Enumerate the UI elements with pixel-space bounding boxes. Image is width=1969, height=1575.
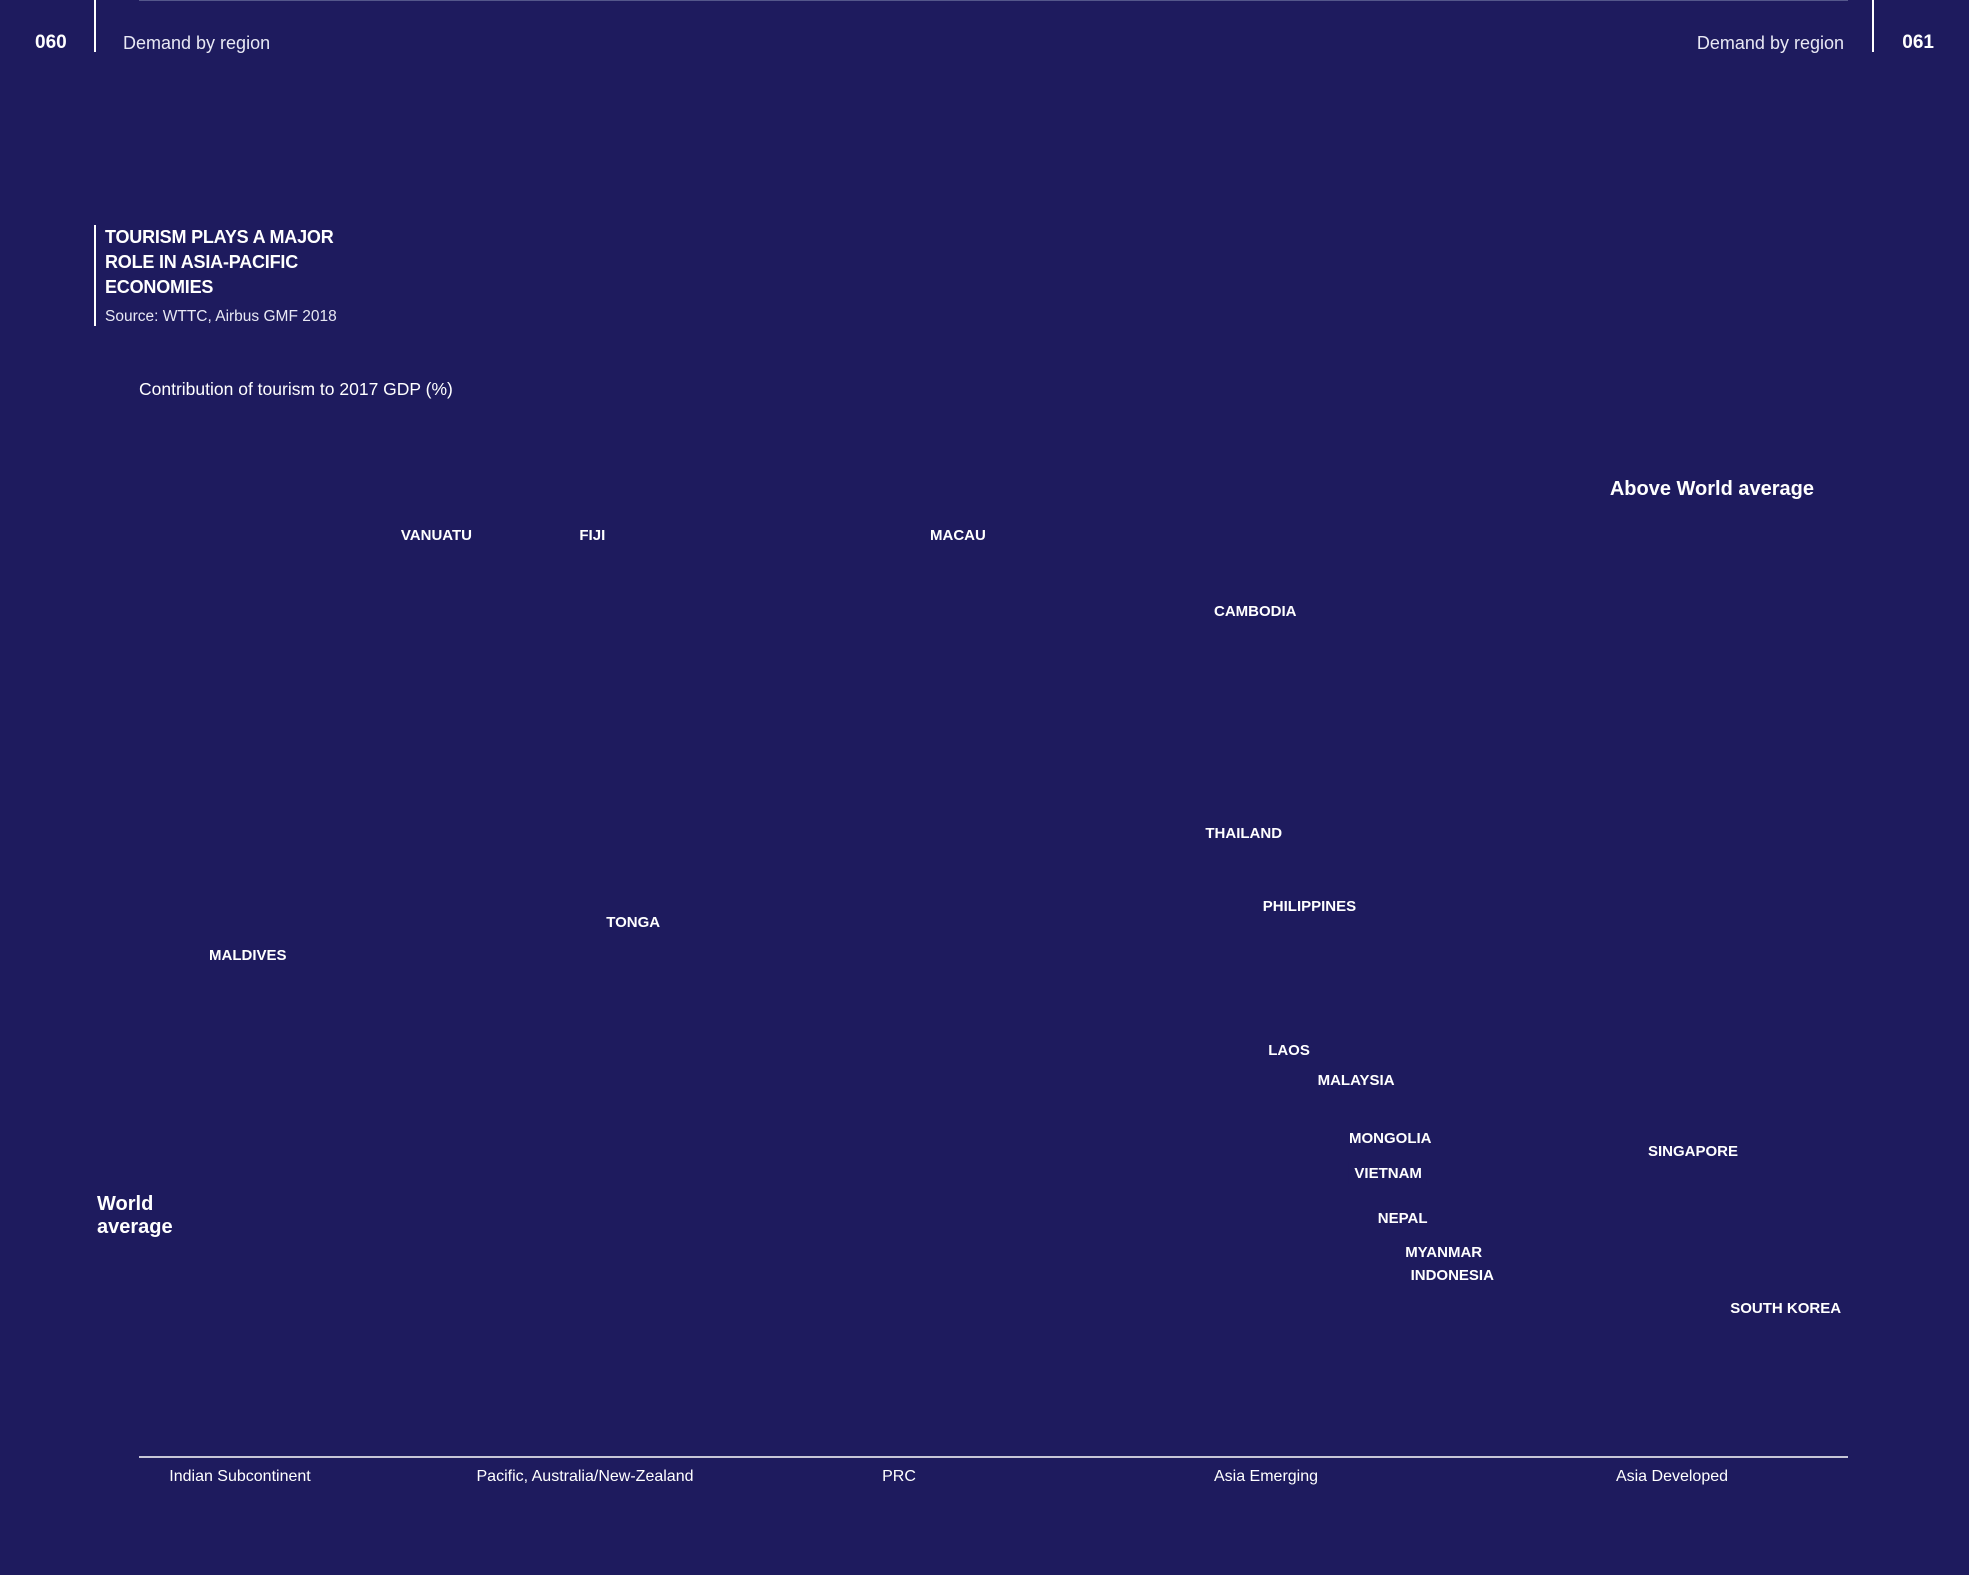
label-south-korea: SOUTH KOREA xyxy=(1730,1300,1841,1317)
label-fiji: FIJI xyxy=(579,527,605,544)
label-mongolia: MONGOLIA xyxy=(1349,1130,1432,1147)
left-page-divider xyxy=(94,0,96,52)
callout-vanuatu: 46% xyxy=(428,0,472,5)
chart-source: Source: WTTC, Airbus GMF 2018 xyxy=(105,308,337,325)
right-page-divider xyxy=(1872,0,1874,52)
label-solomon-islands: SOLOMON ISLANDS xyxy=(680,0,828,4)
label-papua-new-guinea: PAPUA NEW GUINEA xyxy=(708,0,861,4)
label-maldives: MALDIVES xyxy=(209,947,287,964)
label-indonesia: INDONESIA xyxy=(1411,1267,1495,1284)
x-category-label: Asia Developed xyxy=(1616,1468,1728,1485)
right-page-number: 061 xyxy=(1902,32,1934,53)
label-backdrop xyxy=(1348,1162,1427,1184)
label-india: INDIA xyxy=(264,0,305,4)
callout-fiji: 40% xyxy=(537,0,581,5)
callout-maldives: 77% xyxy=(173,0,217,5)
chart-title-line-2: ROLE IN ASIA-PACIFIC xyxy=(105,252,298,272)
y-tick-label: 5 xyxy=(119,0,128,4)
label-cambodia: CAMBODIA xyxy=(1214,603,1297,620)
right-section-title: Demand by region xyxy=(1696,33,1844,53)
label-brunei: BRUNEI xyxy=(1667,0,1725,4)
y-tick-label: 15 xyxy=(109,0,128,4)
y-tick-label: 30 xyxy=(109,0,128,4)
label-china: CHINA xyxy=(949,0,997,4)
label-philippines: PHILIPPINES xyxy=(1263,898,1356,915)
y-axis-title: Contribution of tourism to 2017 GDP (%) xyxy=(139,379,453,399)
label-malaysia: MALAYSIA xyxy=(1318,1072,1395,1089)
y-tick-label: 10 xyxy=(109,0,128,4)
above-world-average-label: Above World average xyxy=(1610,478,1814,500)
label-bangladesh: BANGLADESH xyxy=(319,0,425,4)
callout-macau: 57% xyxy=(888,0,932,5)
label-kiribati: KIRIBATI xyxy=(571,0,635,4)
world-average-label-line-2: average xyxy=(97,1216,173,1238)
label-sri-lanka: SRI LANKA xyxy=(236,0,318,4)
left-page-number: 060 xyxy=(35,32,67,53)
x-category-label: Indian Subcontinent xyxy=(169,1468,311,1485)
y-tick-label: 0 xyxy=(119,0,128,4)
world-average-label-line-1: World xyxy=(97,1193,153,1215)
label-nepal: NEPAL xyxy=(1378,1210,1428,1227)
y-tick-label: 20 xyxy=(109,0,128,4)
x-category-label: Pacific, Australia/New-Zealand xyxy=(477,1468,694,1485)
label-vietnam: VIETNAM xyxy=(1354,1165,1422,1182)
y-tick-label: 25 xyxy=(109,0,128,4)
chart-title-line-3: ECONOMIES xyxy=(105,277,214,297)
chart-title-line-1: TOURISM PLAYS A MAJOR xyxy=(105,227,334,247)
y-tick-label: 35 xyxy=(109,0,128,4)
label-australia: AUSTRALIA xyxy=(653,0,740,4)
left-section-title: Demand by region xyxy=(123,33,271,53)
label-singapore: SINGAPORE xyxy=(1648,1143,1738,1160)
x-category-label: PRC xyxy=(882,1468,916,1485)
label-taiwan: TAIWAN xyxy=(1750,0,1808,4)
label-laos: LAOS xyxy=(1268,1042,1310,1059)
label-pakistan: PAKISTAN xyxy=(291,0,365,4)
label-thailand: THAILAND xyxy=(1205,825,1282,842)
x-category-label: Asia Emerging xyxy=(1214,1468,1318,1485)
chart-title-block: TOURISM PLAYS A MAJOR ROLE IN ASIA-PACIF… xyxy=(94,225,337,326)
label-macau: MACAU xyxy=(930,527,986,544)
label-japan: JAPAN xyxy=(1695,0,1745,4)
label-hong-kong: HONG KONG xyxy=(921,0,1015,4)
label-vanuatu: VANUATU xyxy=(401,527,472,544)
label-myanmar: MYANMAR xyxy=(1405,1244,1482,1261)
label-tonga: TONGA xyxy=(606,914,660,931)
label-new-zealand: NEW ZEALAND xyxy=(626,0,737,4)
